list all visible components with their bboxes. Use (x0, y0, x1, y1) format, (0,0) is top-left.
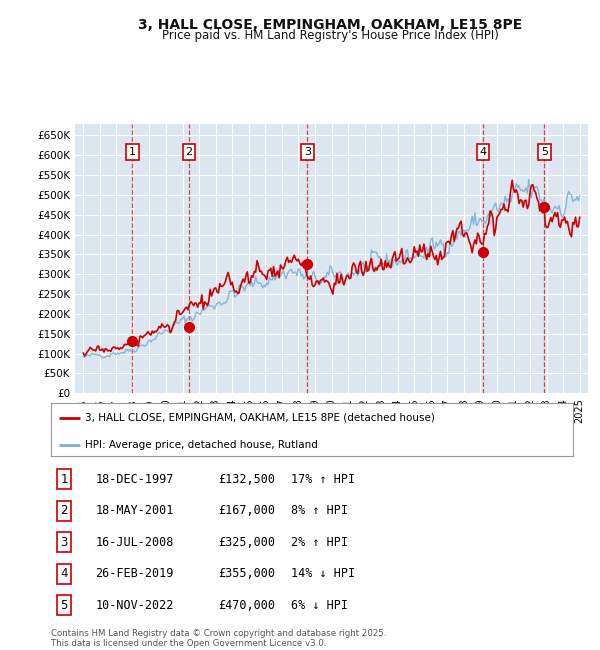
Text: 5: 5 (61, 599, 68, 612)
Text: Contains HM Land Registry data © Crown copyright and database right 2025.
This d: Contains HM Land Registry data © Crown c… (51, 629, 386, 648)
Text: HPI: Average price, detached house, Rutland: HPI: Average price, detached house, Rutl… (85, 439, 318, 450)
Text: 6% ↓ HPI: 6% ↓ HPI (291, 599, 348, 612)
Text: 4: 4 (61, 567, 68, 580)
Text: 26-FEB-2019: 26-FEB-2019 (95, 567, 174, 580)
Text: 1: 1 (129, 147, 136, 157)
Text: £470,000: £470,000 (218, 599, 275, 612)
Text: 3, HALL CLOSE, EMPINGHAM, OAKHAM, LE15 8PE: 3, HALL CLOSE, EMPINGHAM, OAKHAM, LE15 8… (138, 18, 522, 32)
Text: 2% ↑ HPI: 2% ↑ HPI (291, 536, 348, 549)
Text: 4: 4 (479, 147, 487, 157)
Text: 3: 3 (304, 147, 311, 157)
Text: 18-DEC-1997: 18-DEC-1997 (95, 473, 174, 486)
Text: 3, HALL CLOSE, EMPINGHAM, OAKHAM, LE15 8PE (detached house): 3, HALL CLOSE, EMPINGHAM, OAKHAM, LE15 8… (85, 413, 435, 423)
Text: 18-MAY-2001: 18-MAY-2001 (95, 504, 174, 517)
Text: 8% ↑ HPI: 8% ↑ HPI (291, 504, 348, 517)
Text: £325,000: £325,000 (218, 536, 275, 549)
Text: £355,000: £355,000 (218, 567, 275, 580)
Text: 2: 2 (61, 504, 68, 517)
Text: 17% ↑ HPI: 17% ↑ HPI (291, 473, 355, 486)
Text: 5: 5 (541, 147, 548, 157)
Text: 3: 3 (61, 536, 68, 549)
Text: £132,500: £132,500 (218, 473, 275, 486)
Text: 14% ↓ HPI: 14% ↓ HPI (291, 567, 355, 580)
Text: Price paid vs. HM Land Registry's House Price Index (HPI): Price paid vs. HM Land Registry's House … (161, 29, 499, 42)
Text: 1: 1 (61, 473, 68, 486)
Text: £167,000: £167,000 (218, 504, 275, 517)
Text: 16-JUL-2008: 16-JUL-2008 (95, 536, 174, 549)
Text: 2: 2 (185, 147, 193, 157)
Text: 10-NOV-2022: 10-NOV-2022 (95, 599, 174, 612)
